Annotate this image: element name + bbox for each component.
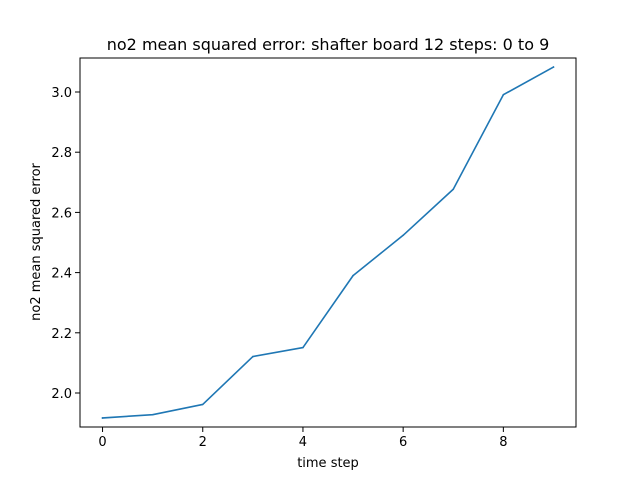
- y-tick-label: 2.6: [51, 206, 72, 221]
- data-point: [302, 346, 304, 349]
- plot-area: [101, 65, 555, 419]
- x-tick-label: 2: [199, 435, 207, 450]
- series-line: [101, 65, 555, 419]
- data-point: [552, 66, 555, 68]
- y-tick-label: 2.4: [51, 267, 72, 282]
- x-tick-label: 4: [299, 435, 307, 450]
- chart-title: no2 mean squared error: shafter board 12…: [107, 35, 550, 54]
- x-axis: 0 2 4 6 8: [98, 427, 507, 450]
- x-tick-label: 6: [399, 435, 407, 450]
- data-point: [452, 188, 455, 191]
- data-point: [201, 403, 204, 406]
- x-tick-label: 0: [98, 435, 106, 450]
- y-axis: 2.0 2.2 2.4 2.6 2.8 3.0: [51, 86, 80, 402]
- y-axis-title: no2 mean squared error: [29, 162, 44, 320]
- data-point: [502, 93, 505, 96]
- y-tick-label: 3.0: [51, 86, 72, 101]
- plot-frame: [79, 57, 577, 428]
- data-point: [402, 234, 404, 237]
- data-point: [101, 417, 104, 419]
- y-tick-label: 2.0: [51, 387, 72, 402]
- data-point: [352, 274, 354, 277]
- x-axis-title: time step: [297, 456, 359, 471]
- y-tick-label: 2.2: [51, 327, 72, 342]
- y-tick-label: 2.8: [51, 146, 72, 161]
- x-tick-label: 8: [499, 435, 507, 450]
- data-point: [151, 413, 154, 416]
- data-point: [252, 355, 254, 358]
